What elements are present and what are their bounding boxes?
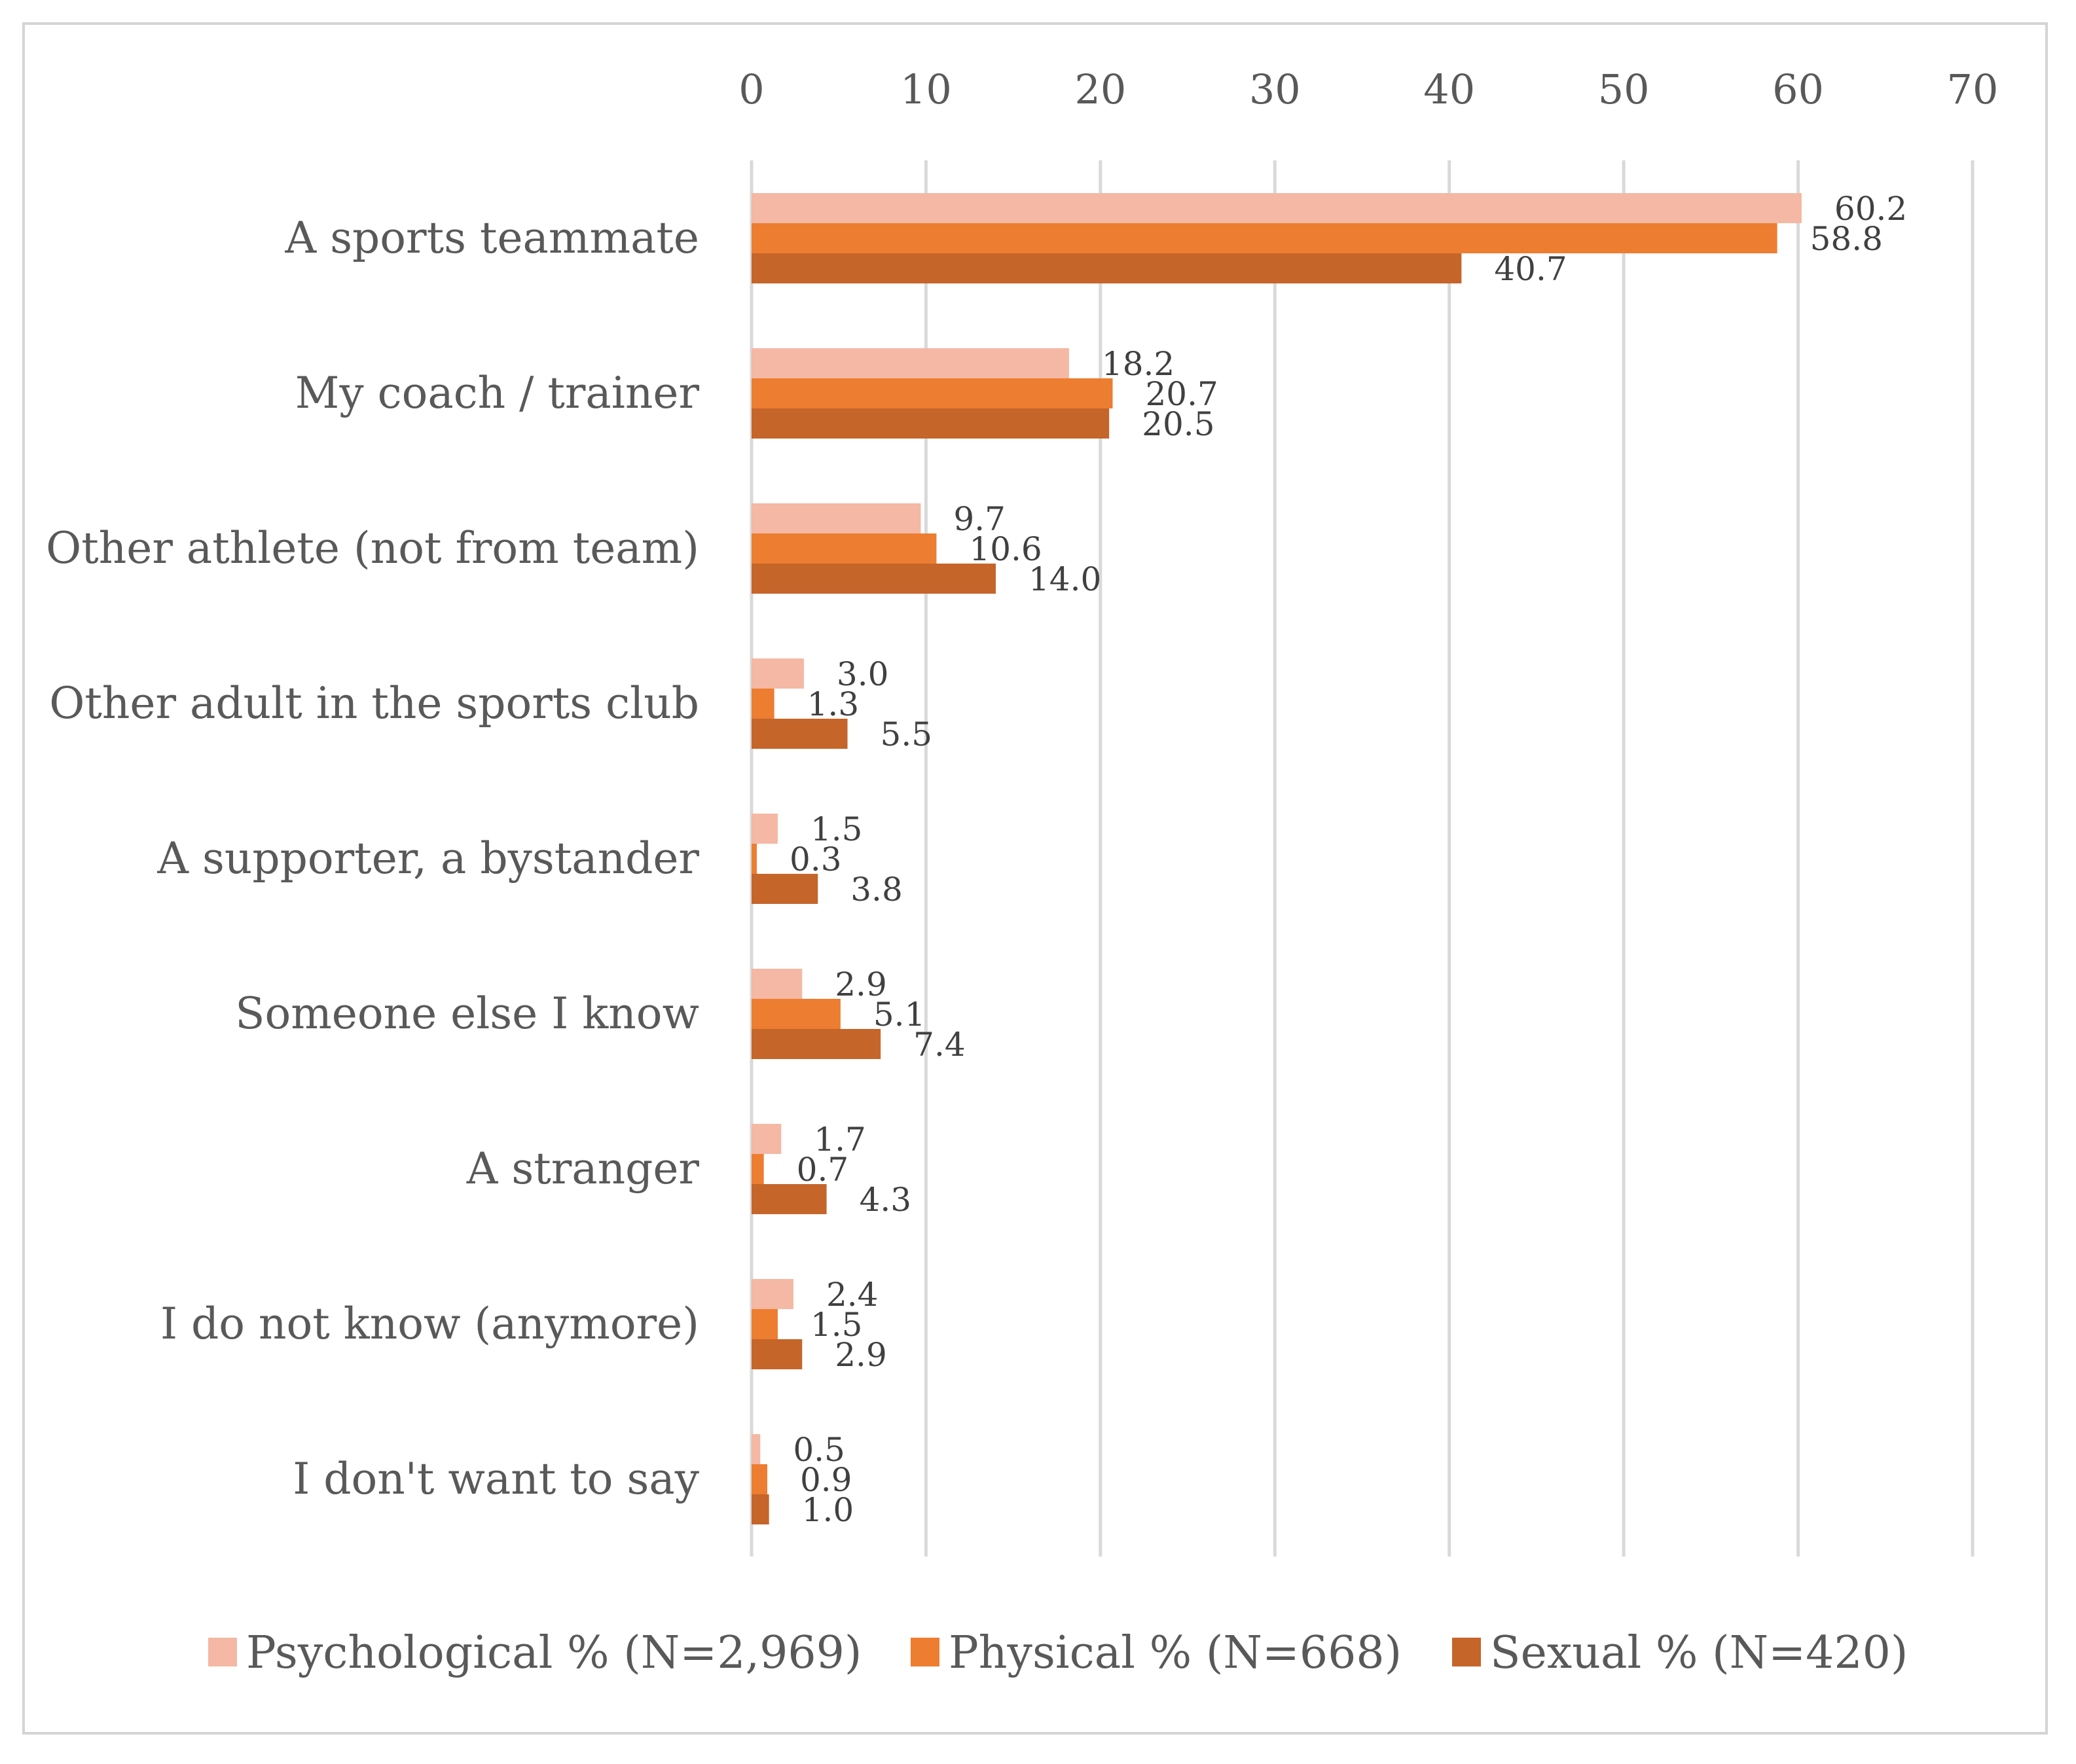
bar <box>752 503 921 533</box>
bar <box>752 1309 778 1339</box>
x-tick-label: 20 <box>1074 65 1126 113</box>
category-label: A sports teammate <box>285 213 699 263</box>
bar <box>752 844 757 874</box>
bar <box>752 223 1777 253</box>
bar <box>752 969 803 999</box>
x-tick-label: 40 <box>1423 65 1475 113</box>
data-label: 2.9 <box>835 965 887 1003</box>
data-label: 3.8 <box>850 871 903 909</box>
category-label: Other athlete (not from team) <box>46 523 699 573</box>
category-label: I don't want to say <box>293 1454 699 1504</box>
bar <box>752 719 848 749</box>
x-tick-label: 10 <box>900 65 952 113</box>
bar <box>752 1494 769 1524</box>
chart-frame <box>22 22 2048 1735</box>
category-label: A stranger <box>466 1143 700 1194</box>
bar <box>752 689 774 719</box>
bar <box>752 348 1069 378</box>
category-label: A supporter, a bystander <box>156 833 699 884</box>
bar <box>752 1184 827 1214</box>
data-label: 2.4 <box>826 1276 879 1314</box>
legend-swatch <box>1452 1638 1481 1666</box>
data-label: 20.5 <box>1142 405 1214 443</box>
bar <box>752 999 841 1029</box>
bar <box>752 1029 881 1059</box>
data-label: 9.7 <box>953 500 1006 538</box>
bar <box>752 1464 767 1494</box>
data-label: 5.5 <box>881 715 933 753</box>
data-labels: 60.258.840.718.220.720.59.710.614.03.01.… <box>790 190 1907 1529</box>
x-tick-label: 0 <box>738 65 764 113</box>
bar <box>752 564 996 594</box>
x-tick-label: 70 <box>1947 65 1999 113</box>
bar <box>752 1124 782 1154</box>
data-label: 0.7 <box>797 1151 849 1189</box>
category-label: Other adult in the sports club <box>49 678 699 729</box>
legend-swatch <box>208 1638 237 1666</box>
legend-label: Sexual % (N=420) <box>1490 1627 1908 1679</box>
bar <box>752 533 937 564</box>
data-label: 20.7 <box>1146 375 1218 413</box>
bar <box>752 253 1462 283</box>
legend-label: Physical % (N=668) <box>949 1627 1402 1679</box>
x-tick-label: 60 <box>1772 65 1824 113</box>
data-label: 0.5 <box>793 1431 845 1469</box>
data-label: 1.5 <box>810 810 863 848</box>
data-label: 4.3 <box>860 1181 912 1219</box>
category-label: My coach / trainer <box>295 368 700 418</box>
x-tick-label: 30 <box>1249 65 1301 113</box>
data-label: 3.0 <box>837 655 889 693</box>
data-label: 14.0 <box>1029 560 1101 598</box>
x-tick-label: 50 <box>1598 65 1650 113</box>
bar <box>752 1339 803 1369</box>
data-label: 40.7 <box>1494 250 1567 288</box>
bar <box>752 193 1802 223</box>
category-labels: A sports teammate My coach / trainer Other… <box>46 213 700 1504</box>
bars <box>752 193 1802 1524</box>
bar <box>752 1279 793 1309</box>
category-label: I do not know (anymore) <box>160 1299 699 1349</box>
data-label: 10.6 <box>969 530 1042 568</box>
x-axis-ticks: 0 10 20 30 40 50 60 70 <box>738 65 1998 113</box>
data-label: 1.3 <box>807 685 860 723</box>
bar <box>752 408 1110 439</box>
data-label: 58.8 <box>1810 220 1883 258</box>
data-label: 1.5 <box>810 1306 863 1344</box>
data-label: 18.2 <box>1102 345 1175 383</box>
data-label: 0.3 <box>790 840 842 878</box>
data-label: 60.2 <box>1834 190 1907 228</box>
bar <box>752 874 818 904</box>
bar <box>752 1154 764 1184</box>
data-label: 1.0 <box>802 1491 854 1529</box>
legend-swatch <box>911 1638 939 1666</box>
data-label: 0.9 <box>800 1461 852 1499</box>
category-label: Someone else I know <box>235 988 699 1039</box>
bar <box>752 378 1113 408</box>
bar <box>752 658 804 689</box>
data-label: 2.9 <box>835 1336 887 1374</box>
bar <box>752 1434 761 1464</box>
data-label: 1.7 <box>814 1121 866 1159</box>
data-label: 7.4 <box>913 1026 966 1064</box>
legend-label: Psychological % (N=2,969) <box>246 1627 862 1679</box>
legend: Psychological % (N=2,969) Physical % (N=6… <box>208 1627 1908 1679</box>
bar <box>752 814 778 844</box>
data-label: 5.1 <box>873 996 926 1034</box>
